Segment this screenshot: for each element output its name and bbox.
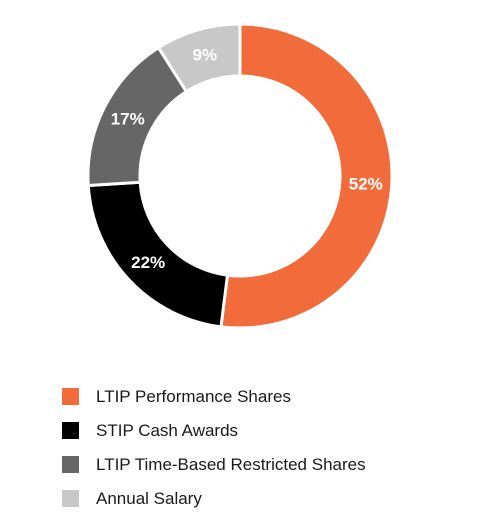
legend-item-annual-salary: Annual Salary [62, 486, 366, 511]
legend-item-ltip-time-based-restricted-shares: LTIP Time-Based Restricted Shares [62, 452, 366, 477]
legend-label: LTIP Time-Based Restricted Shares [96, 454, 366, 474]
donut-slice-annual-salary [156, 22, 242, 94]
slice-value-label-ltip-time-based-restricted-shares: 17% [111, 109, 145, 128]
donut-chart: 52% 22% 17% 9% [86, 22, 394, 330]
legend-label: LTIP Performance Shares [96, 386, 291, 406]
legend-label: Annual Salary [96, 488, 202, 508]
slice-value-label-ltip-performance-shares: 52% [349, 174, 383, 193]
legend-swatch [62, 456, 79, 473]
legend-item-stip-cash-awards: STIP Cash Awards [62, 418, 366, 443]
legend-swatch [62, 388, 79, 405]
legend-swatch [62, 490, 79, 507]
chart-legend: LTIP Performance Shares STIP Cash Awards… [62, 384, 366, 520]
donut-slice-ltip-performance-shares [219, 22, 394, 330]
slice-value-label-annual-salary: 9% [193, 46, 218, 65]
legend-label: STIP Cash Awards [96, 420, 239, 440]
legend-item-ltip-performance-shares: LTIP Performance Shares [62, 384, 366, 409]
slice-value-label-stip-cash-awards: 22% [131, 253, 165, 272]
legend-swatch [62, 422, 79, 439]
donut-chart-svg: 52% 22% 17% 9% [86, 22, 394, 330]
